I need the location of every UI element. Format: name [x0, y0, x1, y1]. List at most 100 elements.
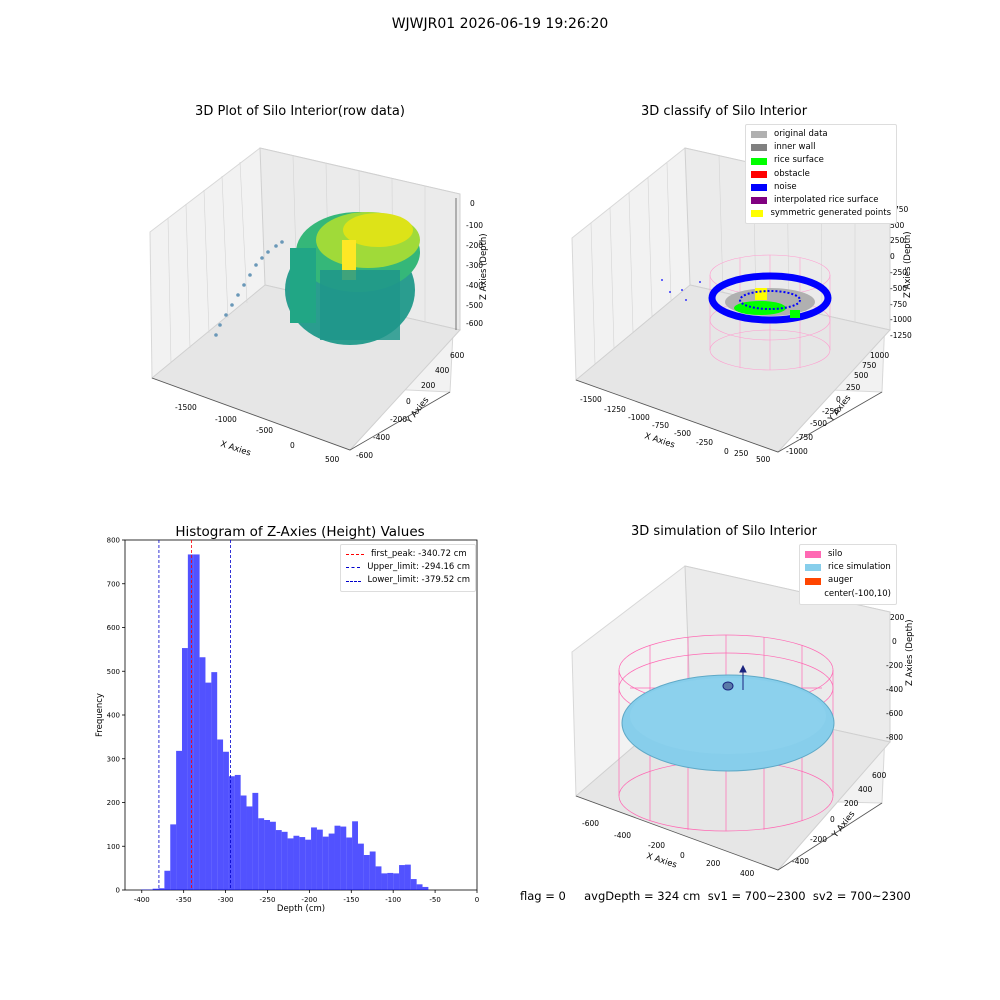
- histogram-bar: [269, 821, 276, 890]
- histogram-bar: [381, 873, 388, 890]
- histogram-bar: [322, 836, 329, 890]
- legend-line-swatch: [346, 580, 361, 582]
- histogram-bar: [399, 865, 405, 890]
- histogram-bar: [217, 739, 224, 890]
- legend-color-swatch: [805, 551, 821, 559]
- histogram-legend-item: Upper_limit: -294.16 cm: [346, 561, 470, 574]
- legend-label: symmetric generated points: [770, 208, 891, 219]
- classify-ztick: -1000: [890, 315, 912, 324]
- simulation-xtick: -600: [582, 819, 599, 828]
- raw-outlier-point: [254, 263, 258, 267]
- raw-xtick: -1000: [215, 415, 237, 424]
- simulation-xtick: -200: [648, 841, 665, 850]
- status-line: flag = 0 avgDepth = 324 cm sv1 = 700~230…: [520, 889, 911, 903]
- classify-xtick: -250: [696, 438, 713, 447]
- histogram-bar: [363, 855, 370, 890]
- simulation-auger: [722, 664, 747, 691]
- histogram-bar: [176, 750, 182, 890]
- legend-label: center(-100,10): [824, 588, 891, 599]
- simulation-ztick: 0: [892, 637, 897, 646]
- simulation-xlabel: X Axies: [645, 851, 678, 870]
- legend-item: silo: [805, 548, 891, 561]
- histogram-bar: [264, 820, 270, 890]
- histogram-bar: [293, 835, 300, 890]
- legend-item: rice simulation: [805, 561, 891, 574]
- histogram-xtick-label: -100: [385, 896, 401, 904]
- legend-item: symmetric generated points: [751, 207, 891, 220]
- histogram-xtick-label: -200: [301, 896, 317, 904]
- raw-ztick: -300: [466, 261, 483, 270]
- histogram-bar: [422, 886, 429, 890]
- simulation-ytick: 400: [858, 785, 873, 794]
- legend-label: first_peak: -340.72 cm: [371, 549, 467, 559]
- classify-yticks: -1000 -750 -500 -250 0 250 500 750 1000: [786, 351, 889, 456]
- raw-outlier-point: [274, 244, 278, 248]
- legend-label: noise: [774, 181, 797, 192]
- histogram-legend-item: first_peak: -340.72 cm: [346, 548, 470, 561]
- simulation-ytick: 0: [830, 815, 835, 824]
- raw-ytick: -600: [356, 451, 373, 460]
- simulation-rice-surface: [621, 674, 835, 772]
- classify-ytick: -250: [822, 407, 839, 416]
- classify-ytick: -500: [810, 419, 827, 428]
- histogram-bar: [328, 833, 335, 890]
- histogram-bar: [305, 839, 312, 890]
- legend-label: rice surface: [774, 155, 824, 166]
- raw-zlabel: Z Axies (Depth): [479, 233, 489, 300]
- classify-noise-point: [669, 291, 671, 293]
- classify-xtick: 250: [734, 449, 749, 458]
- raw-outlier-point: [280, 240, 284, 244]
- histogram-bar: [352, 821, 358, 890]
- histogram-bar: [410, 879, 417, 890]
- raw-outlier-point: [260, 256, 264, 260]
- raw-xtick: 500: [325, 455, 340, 464]
- simulation-ztick: -400: [886, 685, 903, 694]
- simulation-zlabel: Z Axies (Depth): [905, 619, 915, 686]
- simulation-yticks: -400 -200 0 200 400 600: [792, 771, 887, 866]
- raw-ztick: 0: [470, 199, 475, 208]
- histogram-ytick-label: 700: [107, 580, 120, 588]
- simulation-ztick: 200: [890, 613, 905, 622]
- simulation-ytick: 200: [844, 799, 859, 808]
- classify-points: [708, 272, 832, 324]
- legend-label: silo: [828, 549, 843, 559]
- legend-label: Lower_limit: -379.52 cm: [367, 575, 470, 586]
- simulation-3d-plot: -600 -400 -200 0 200 400 X Axies -400 -2…: [571, 565, 915, 878]
- legend-line-swatch: [346, 554, 364, 556]
- legend-color-swatch: [805, 577, 821, 585]
- legend-item: rice surface: [751, 154, 891, 167]
- simulation-ytick: -400: [792, 857, 809, 866]
- simulation-plot-title: 3D simulation of Silo Interior: [631, 524, 817, 539]
- histogram-bar: [246, 806, 253, 890]
- raw-zticks: 0 -100 -200 -300 -400 -500 -600: [466, 199, 483, 328]
- classify-ytick: 250: [846, 383, 861, 392]
- classify-xtick: -1000: [628, 413, 650, 422]
- classify-xlabel: X Axies: [643, 431, 676, 450]
- histogram-ytick-label: 300: [107, 755, 120, 763]
- histogram-bar: [164, 870, 171, 890]
- histogram-ytick-label: 200: [107, 799, 120, 807]
- classify-xtick: 500: [756, 455, 771, 464]
- histogram-bar: [346, 837, 353, 890]
- histogram-bar: [240, 795, 247, 890]
- classify-zlabel: Z Axies (Depth): [903, 231, 913, 298]
- histogram-bar: [275, 830, 282, 890]
- classify-ytick: -1000: [786, 447, 808, 456]
- histogram-xtick-label: -250: [260, 896, 276, 904]
- histogram-ytick-label: 800: [107, 537, 120, 545]
- simulation-ztick: -600: [886, 709, 903, 718]
- raw-ytick: -200: [390, 415, 407, 424]
- simulation-xtick: 400: [740, 869, 755, 878]
- histogram-ytick-label: 600: [107, 624, 120, 632]
- simulation-ztick: -200: [886, 661, 903, 670]
- histogram-bar: [199, 657, 206, 890]
- histogram-ytick-label: 400: [107, 712, 120, 720]
- legend-label: auger: [828, 575, 853, 586]
- histogram-bar: [181, 648, 188, 890]
- histogram-bar: [152, 888, 159, 890]
- raw-surface: [285, 212, 420, 345]
- raw-ztick: -400: [466, 281, 483, 290]
- classify-xtick: -1500: [580, 395, 602, 404]
- histogram-ylabel: Frequency: [95, 693, 105, 737]
- classify-xticks: -1500 -1250 -1000 -750 -500 -250 0 250 5…: [580, 395, 771, 464]
